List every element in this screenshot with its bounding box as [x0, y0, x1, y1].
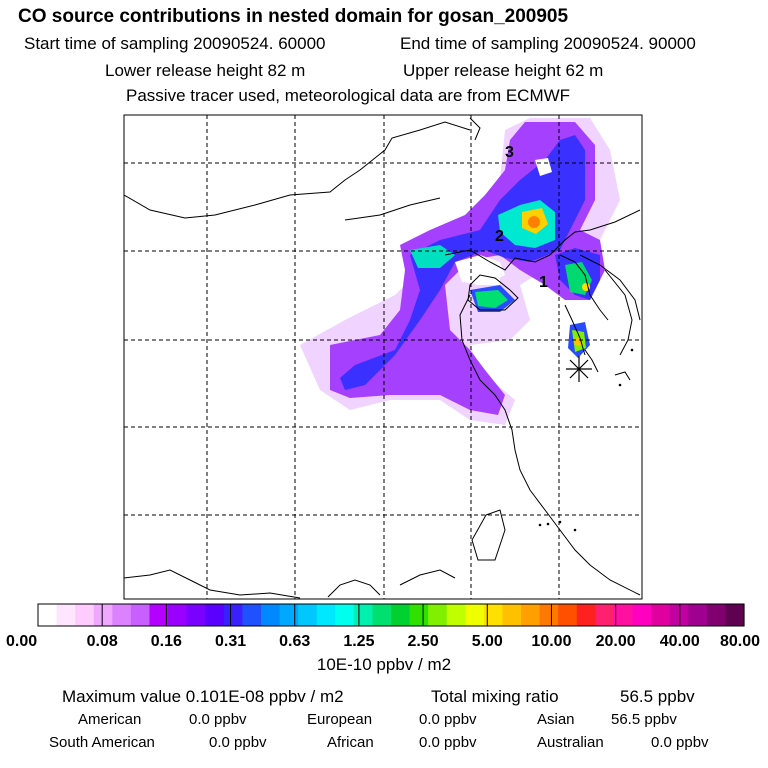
- colorbar-swatch: [112, 604, 132, 626]
- grid-lines: [124, 115, 642, 599]
- colorbar-tick-label: 1.25: [343, 633, 374, 650]
- colorbar-swatch: [298, 604, 318, 626]
- region-name: Asian: [537, 711, 575, 728]
- upper-release-text: Upper release height 62 m: [403, 61, 604, 80]
- colorbar-swatch: [651, 604, 671, 626]
- colorbar-swatch: [669, 604, 689, 626]
- colorbar-swatch: [465, 604, 485, 626]
- colorbar-swatch: [38, 604, 58, 626]
- region-name: European: [307, 711, 373, 728]
- colorbar-swatch: [613, 604, 634, 626]
- region-value: 0.0 ppbv: [419, 711, 477, 728]
- total-mixing-value: 56.5 ppbv: [620, 687, 695, 706]
- colorbar-tick-label: 20.00: [596, 633, 636, 650]
- colorbar-ticks: 0.00 0.08 0.16 0.31 0.63 1.25 2.50 5.00 10.00 20.…: [6, 604, 760, 650]
- colorbar-tick-label: 5.00: [472, 633, 503, 650]
- region-value: 0.0 ppbv: [419, 734, 477, 751]
- lower-release-text: Lower release height 82 m: [105, 61, 306, 80]
- colorbar-swatch: [372, 604, 392, 626]
- region-name: Australian: [537, 734, 604, 751]
- colorbar-swatch: [539, 604, 559, 626]
- map-label-2: 2: [495, 228, 504, 245]
- colorbar-swatch: [279, 604, 299, 626]
- colorbar-swatch: [260, 604, 281, 626]
- colorbar-swatch: [168, 604, 188, 626]
- colorbar-swatch: [391, 604, 411, 626]
- colorbar-swatch: [446, 604, 466, 626]
- colorbar-swatch: [409, 604, 429, 626]
- region-name: African: [327, 734, 374, 751]
- map-frame: [123, 114, 643, 600]
- colorbar-swatches: [38, 604, 745, 626]
- colorbar-swatch: [75, 604, 95, 626]
- colorbar-tick-label: 80.00: [720, 633, 760, 650]
- start-time-text: Start time of sampling 20090524. 60000: [24, 34, 326, 53]
- colorbar-swatch: [558, 604, 578, 626]
- region-value: 56.5 ppbv: [611, 711, 677, 728]
- colorbar: 0.00 0.08 0.16 0.31 0.63 1.25 2.50 5.00 10.00 20.…: [6, 603, 760, 650]
- colorbar-swatch: [149, 604, 169, 626]
- region-name: South American: [49, 734, 155, 751]
- colorbar-unit: 10E-10 ppbv / m2: [316, 655, 452, 674]
- total-mixing-label: Total mixing ratio: [431, 687, 559, 706]
- region-name: American: [78, 711, 142, 728]
- colorbar-tick-label: 0.63: [279, 633, 310, 650]
- colorbar-swatch: [335, 604, 355, 626]
- colorbar-tick-label: 0.31: [215, 633, 246, 650]
- colorbar-swatch: [205, 604, 225, 626]
- region-value: 0.0 ppbv: [209, 734, 267, 751]
- colorbar-swatch: [595, 604, 615, 626]
- colorbar-swatch: [186, 604, 206, 626]
- colorbar-swatch: [483, 604, 504, 626]
- colorbar-swatch: [242, 604, 262, 626]
- maximum-value-text: Maximum value 0.101E-08 ppbv / m2: [62, 687, 344, 706]
- islands: [538, 348, 634, 532]
- coastlines: [124, 117, 641, 599]
- tracer-note-text: Passive tracer used, meteorological data…: [126, 86, 571, 105]
- colorbar-swatch: [130, 604, 151, 626]
- plume-layer: [300, 118, 620, 425]
- end-time-text: End time of sampling 20090524. 90000: [400, 34, 696, 53]
- map-label-1: 1: [539, 274, 548, 291]
- colorbar-swatch: [56, 604, 76, 626]
- colorbar-tick-label: 0.00: [6, 633, 37, 650]
- colorbar-tick-label: 10.00: [531, 633, 571, 650]
- region-value: 0.0 ppbv: [651, 734, 709, 751]
- asterisk-icon: [566, 356, 592, 382]
- colorbar-swatch: [632, 604, 652, 626]
- colorbar-swatch: [725, 604, 745, 626]
- region-value: 0.0 ppbv: [189, 711, 247, 728]
- colorbar-swatch: [223, 604, 243, 626]
- colorbar-swatch: [428, 604, 448, 626]
- colorbar-swatch: [576, 604, 596, 626]
- colorbar-swatch: [706, 604, 727, 626]
- colorbar-swatch: [93, 604, 113, 626]
- colorbar-swatch: [521, 604, 541, 626]
- colorbar-swatch: [353, 604, 374, 626]
- colorbar-tick-label: 0.08: [87, 633, 118, 650]
- colorbar-swatch: [502, 604, 522, 626]
- map-label-3: 3: [505, 144, 514, 161]
- colorbar-tick-label: 40.00: [660, 633, 700, 650]
- colorbar-tick-label: 2.50: [408, 633, 439, 650]
- colorbar-tick-label: 0.16: [151, 633, 182, 650]
- chart-title: CO source contributions in nested domain…: [18, 6, 569, 27]
- colorbar-swatch: [688, 604, 708, 626]
- colorbar-swatch: [316, 604, 336, 626]
